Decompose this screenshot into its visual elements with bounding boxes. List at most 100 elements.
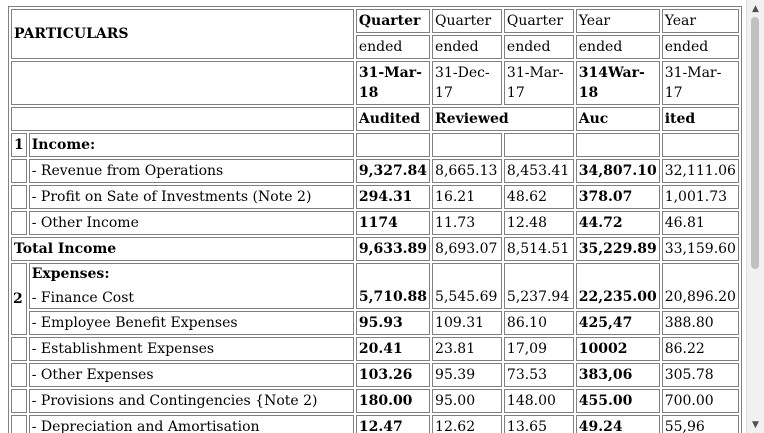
- row-label: - Employee Benefit Expenses: [28, 311, 354, 335]
- row-label: - Profit on Sate of Investments (Note 2): [28, 185, 354, 209]
- value-cell: 148.00: [503, 389, 574, 413]
- row-label: - Establishment Expenses: [28, 337, 354, 361]
- value-cell: 23.81: [432, 337, 502, 361]
- row-label: - Depreciation and Amortisation: [28, 415, 354, 433]
- section-number: 1: [11, 133, 27, 157]
- row-label: - Revenue from Operations: [28, 159, 354, 183]
- value-cell: 8,453.41: [503, 159, 574, 183]
- table-row: - Revenue from Operations 9,327.84 8,665…: [11, 159, 739, 183]
- value-cell: 73.53: [503, 363, 574, 387]
- empty-cell: [432, 133, 502, 157]
- empty-cell: [503, 133, 574, 157]
- row-label-text: - Finance Cost: [31, 290, 135, 306]
- col-header-period: Quarter: [503, 9, 574, 33]
- section-title: Expenses:: [31, 266, 110, 282]
- value-cell: 8,665.13: [432, 159, 502, 183]
- value-cell: 17,09: [503, 337, 574, 361]
- value-cell: 1174: [355, 211, 431, 235]
- scroll-up-icon[interactable]: ▲: [752, 3, 759, 14]
- total-row-income: Total Income 9,633.89 8,693.07 8,514.51 …: [11, 237, 739, 261]
- value-cell: 9,633.89: [355, 237, 431, 261]
- value-cell: 11.73: [432, 211, 502, 235]
- date-line: 17: [435, 85, 453, 101]
- scrollbar-thumb[interactable]: [751, 17, 759, 269]
- value-cell: 700.00: [661, 389, 739, 413]
- audit-status: Audited: [355, 107, 431, 131]
- value-cell: 20,896.20: [661, 263, 739, 309]
- section-title: Income:: [28, 133, 354, 157]
- row-label: - Provisions and Contingencies {Note 2): [28, 389, 354, 413]
- value-cell: 8,693.07: [432, 237, 502, 261]
- particulars-header: PARTICULARS: [11, 9, 354, 59]
- value-cell: 5,545.69: [432, 263, 502, 309]
- empty-cell: [11, 185, 27, 209]
- col-header-period: Year: [575, 9, 660, 33]
- col-header-date: 31-Mar- 18: [355, 61, 431, 105]
- table-row: - Other Expenses 103.26 95.39 73.53 383,…: [11, 363, 739, 387]
- date-line: 31-Mar-: [506, 65, 564, 81]
- value-cell: 109.31: [432, 311, 502, 335]
- scroll-down-icon[interactable]: ▼: [752, 419, 759, 430]
- col-header-period: Quarter: [432, 9, 502, 33]
- value-cell: 32,111.06: [661, 159, 739, 183]
- value-cell: 46.81: [661, 211, 739, 235]
- empty-cell: [11, 107, 354, 131]
- vertical-scrollbar[interactable]: ▲ ▼: [746, 0, 764, 433]
- section-number: 2: [11, 263, 27, 335]
- empty-cell: [11, 159, 27, 183]
- empty-cell: [11, 61, 354, 105]
- value-cell: 12.62: [432, 415, 502, 433]
- value-cell: 378.07: [575, 185, 660, 209]
- col-header-ended: ended: [575, 35, 660, 59]
- header-row-2: ended ended ended ended ended: [11, 35, 739, 59]
- value-cell: 305.78: [661, 363, 739, 387]
- empty-cell: [355, 133, 431, 157]
- col-header-ended: ended: [432, 35, 502, 59]
- value-cell: 103.26: [355, 363, 431, 387]
- value-cell: 13.65: [503, 415, 574, 433]
- value-cell: 86.10: [503, 311, 574, 335]
- date-line: 17: [664, 85, 683, 101]
- empty-cell: [11, 337, 27, 361]
- value-cell: 55,96: [661, 415, 739, 433]
- col-header-period: Year: [661, 9, 739, 33]
- value-cell: 33,159.60: [661, 237, 739, 261]
- col-header-date: 31-Mar- 17: [503, 61, 574, 105]
- value-cell: 10002: [575, 337, 660, 361]
- financial-results-table: PARTICULARS Quarter Quarter Quarter Year…: [8, 6, 742, 433]
- col-header-ended: ended: [503, 35, 574, 59]
- row-label: - Other Income: [28, 211, 354, 235]
- value-cell: 5,710.88: [355, 263, 431, 309]
- value-cell: 49.24: [575, 415, 660, 433]
- table-row: 2 Expenses: - Finance Cost 5,710.88 5,54…: [11, 263, 739, 335]
- date-line: 31-Mar-: [664, 65, 722, 81]
- value-cell: 86.22: [661, 337, 739, 361]
- value-cell: 455.00: [575, 389, 660, 413]
- date-line: 17: [506, 85, 525, 101]
- value-cell: 1,001.73: [661, 185, 739, 209]
- table-row: - Establishment Expenses 20.41 23.81 17,…: [11, 337, 739, 361]
- value-cell: 44.72: [575, 211, 660, 235]
- row-label: Expenses: - Finance Cost: [28, 263, 354, 309]
- table-row: - Provisions and Contingencies {Note 2) …: [11, 389, 739, 413]
- value-cell: 9,327.84: [355, 159, 431, 183]
- value-cell: 95.93: [355, 311, 431, 335]
- audit-status: ited: [661, 107, 739, 131]
- value-cell: 383,06: [575, 363, 660, 387]
- date-line: 18: [578, 85, 599, 101]
- section-row-income: 1 Income:: [11, 133, 739, 157]
- value-cell: 180.00: [355, 389, 431, 413]
- value-cell: 294.31: [355, 185, 431, 209]
- empty-cell: [11, 389, 27, 413]
- col-header-date: 31-Mar- 17: [661, 61, 739, 105]
- value-cell: 95.39: [432, 363, 502, 387]
- empty-cell: [11, 415, 27, 433]
- value-cell: 48.62: [503, 185, 574, 209]
- document-viewport: PARTICULARS Quarter Quarter Quarter Year…: [8, 6, 742, 433]
- value-cell: 425,47: [575, 311, 660, 335]
- table-row: - Depreciation and Amortisation 12.47 12…: [11, 415, 739, 433]
- value-cell: 20.41: [355, 337, 431, 361]
- table-row: - Profit on Sate of Investments (Note 2)…: [11, 185, 739, 209]
- date-line: 31-Mar-: [358, 65, 422, 81]
- value-cell: 12.47: [355, 415, 431, 433]
